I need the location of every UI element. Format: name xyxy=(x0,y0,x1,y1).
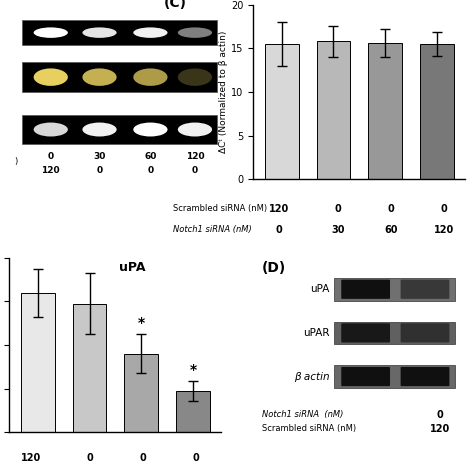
Y-axis label: ΔCᵗ (Normalized to β actin): ΔCᵗ (Normalized to β actin) xyxy=(219,31,228,153)
Text: 30: 30 xyxy=(94,152,106,161)
Ellipse shape xyxy=(34,69,68,86)
Text: 0: 0 xyxy=(193,454,199,463)
Text: Notch1 siRNA  (nM): Notch1 siRNA (nM) xyxy=(262,410,343,419)
FancyBboxPatch shape xyxy=(400,280,449,299)
Bar xyxy=(368,43,402,179)
Text: 0: 0 xyxy=(148,166,154,175)
Text: 120: 120 xyxy=(21,454,41,463)
Ellipse shape xyxy=(82,69,117,86)
Ellipse shape xyxy=(178,27,212,38)
Ellipse shape xyxy=(133,123,167,136)
Ellipse shape xyxy=(178,69,212,86)
FancyBboxPatch shape xyxy=(341,323,390,343)
Text: uPA: uPA xyxy=(119,261,146,274)
Text: 0: 0 xyxy=(275,225,282,235)
Ellipse shape xyxy=(133,69,167,86)
Text: 120: 120 xyxy=(434,225,454,235)
Bar xyxy=(334,365,454,388)
Text: 60: 60 xyxy=(144,152,157,161)
Text: 120: 120 xyxy=(186,152,204,161)
Bar xyxy=(21,293,55,432)
FancyBboxPatch shape xyxy=(341,367,390,386)
Ellipse shape xyxy=(82,123,117,136)
Text: 0: 0 xyxy=(192,166,198,175)
Text: 0: 0 xyxy=(140,454,146,463)
Text: β actin: β actin xyxy=(294,372,329,382)
Text: *: * xyxy=(138,316,145,330)
Bar xyxy=(176,391,210,432)
Text: 0: 0 xyxy=(335,204,341,214)
Text: 120: 120 xyxy=(430,423,450,434)
Text: (D): (D) xyxy=(262,261,286,275)
Text: 0: 0 xyxy=(96,166,102,175)
Bar xyxy=(125,354,158,432)
Ellipse shape xyxy=(133,27,167,38)
Bar xyxy=(317,41,350,179)
Text: 0: 0 xyxy=(441,204,447,214)
Ellipse shape xyxy=(178,123,212,136)
Text: Notch1 siRNA (nM): Notch1 siRNA (nM) xyxy=(172,225,251,234)
Text: 0: 0 xyxy=(47,152,54,161)
Ellipse shape xyxy=(34,123,68,136)
FancyBboxPatch shape xyxy=(400,323,449,343)
Bar xyxy=(22,115,217,144)
Text: 30: 30 xyxy=(331,225,345,235)
Bar xyxy=(334,321,454,344)
Bar xyxy=(22,20,217,45)
Bar xyxy=(334,278,454,301)
Bar xyxy=(265,44,298,179)
FancyBboxPatch shape xyxy=(400,367,449,386)
Text: uPAR: uPAR xyxy=(303,328,329,338)
Bar xyxy=(73,304,106,432)
Text: 0: 0 xyxy=(437,410,443,420)
Text: 0: 0 xyxy=(86,454,94,463)
Ellipse shape xyxy=(34,27,68,38)
Bar xyxy=(420,44,454,179)
Text: (C): (C) xyxy=(164,0,187,10)
Text: 0: 0 xyxy=(388,204,394,214)
Text: Scrambled siRNA (nM): Scrambled siRNA (nM) xyxy=(172,204,267,213)
Text: 60: 60 xyxy=(384,225,398,235)
Ellipse shape xyxy=(82,27,117,38)
Text: 120: 120 xyxy=(268,204,289,214)
Text: ): ) xyxy=(15,157,18,166)
Text: uPA: uPA xyxy=(310,284,329,294)
Text: Scrambled siRNA (nM): Scrambled siRNA (nM) xyxy=(262,423,356,433)
Text: 120: 120 xyxy=(41,166,60,175)
Bar xyxy=(22,63,217,92)
FancyBboxPatch shape xyxy=(341,280,390,299)
Text: *: * xyxy=(189,363,196,377)
